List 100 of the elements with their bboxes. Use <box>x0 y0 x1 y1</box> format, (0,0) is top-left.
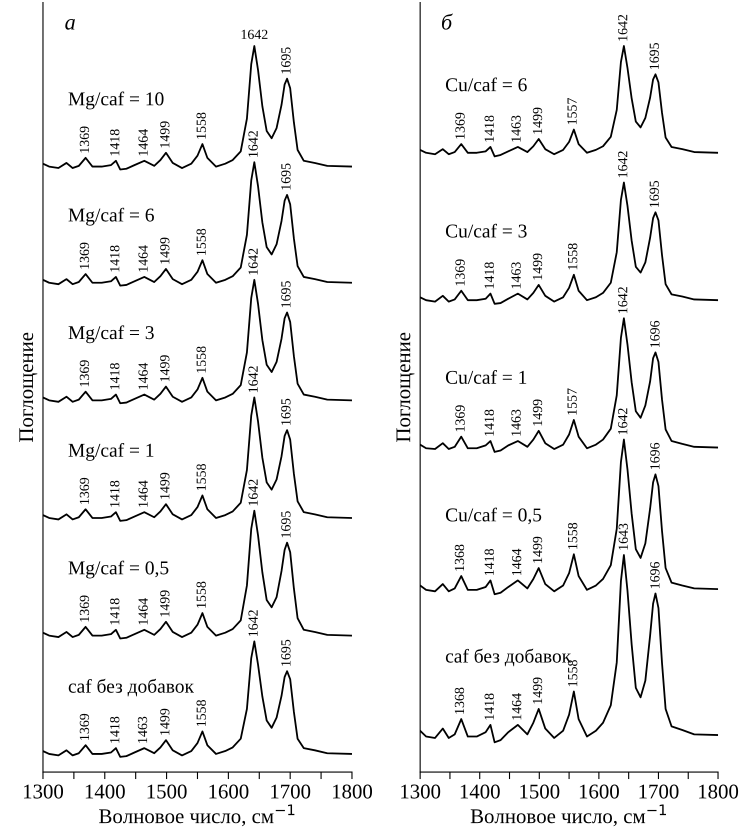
annotation: 1642 <box>248 366 258 392</box>
annotation: 1418 <box>484 410 494 436</box>
annotation: 1643 <box>618 524 628 550</box>
annotation: 1418 <box>110 129 120 156</box>
annotation: 1499 <box>160 708 170 735</box>
annotation: 1696 <box>650 442 660 470</box>
annotation: 1558 <box>568 243 578 270</box>
annotation: 1499 <box>160 590 170 616</box>
annotation: 1499 <box>160 472 170 499</box>
annotation: 1558 <box>196 112 206 139</box>
annotation: 1558 <box>196 346 206 372</box>
x-tick-label: 1300 <box>24 784 64 799</box>
annotation: 1418 <box>484 116 494 142</box>
annotation: 1463 <box>511 116 521 142</box>
annotation: 1369 <box>80 126 90 152</box>
annotation: 1464 <box>138 129 148 156</box>
annotation: 1695 <box>650 42 659 69</box>
annotation: 1418 <box>484 693 494 720</box>
text: Cu/caf = 3 <box>446 224 527 238</box>
annotation: 1418 <box>110 246 120 272</box>
annotation: 1369 <box>455 112 465 139</box>
annotation: 1557 <box>567 98 577 124</box>
series-label: caf без добавок <box>68 678 194 696</box>
annotation: 1696 <box>650 562 660 588</box>
annotation: 1642 <box>242 30 268 40</box>
annotation: 1418 <box>110 598 120 624</box>
annotation: 1418 <box>484 549 494 576</box>
x-tick-label: 1500 <box>520 784 560 799</box>
annotation: 1464 <box>138 480 148 507</box>
text: Mg/caf = 6 <box>68 208 154 226</box>
text: Cu/caf = 0,5 <box>446 508 542 524</box>
annotation: 1464 <box>138 245 148 272</box>
annotation: 1418 <box>110 716 120 743</box>
annotation: 1463 <box>511 262 521 288</box>
annotation: 1369 <box>80 596 90 622</box>
annotation: 1558 <box>196 228 206 255</box>
annotation: 1695 <box>650 180 659 207</box>
annotation: 1499 <box>160 121 170 148</box>
annotation: 1696 <box>650 320 660 348</box>
text: Cu/caf = 6 <box>446 77 527 92</box>
annotation: 1499 <box>532 254 542 280</box>
annotation: 1695 <box>281 281 291 308</box>
annotation: 1369 <box>455 259 465 286</box>
annotation: 1368 <box>454 544 464 571</box>
annotation: 1499 <box>532 108 542 134</box>
x-tick-label: 1400 <box>460 784 500 799</box>
y-axis-title: Поглощение <box>19 332 38 442</box>
annotation: 1642 <box>618 287 628 313</box>
annotation: 1695 <box>281 163 291 190</box>
annotation: 1642 <box>618 14 628 41</box>
annotation: 1369 <box>80 478 90 504</box>
annotation: 1464 <box>138 362 148 390</box>
annotation: 1464 <box>138 598 148 624</box>
x-tick-label: 1800 <box>699 784 738 799</box>
annotation: 1558 <box>568 522 578 549</box>
annotation: 1369 <box>455 405 465 432</box>
x-tick-label: 1800 <box>332 784 372 799</box>
annotation: 1557 <box>567 388 577 415</box>
annotation: 1418 <box>110 363 120 390</box>
annotation: 1418 <box>110 480 120 507</box>
annotation: 1558 <box>196 700 206 726</box>
text: Mg/caf = 0,5 <box>68 560 168 578</box>
chart-title: а <box>65 19 75 30</box>
annotation: 1695 <box>281 47 291 74</box>
x-tick-label: 1600 <box>209 784 248 799</box>
text: Mg/caf = 3 <box>68 325 154 344</box>
annotation: 1695 <box>281 398 291 425</box>
annotation: 1642 <box>248 248 258 274</box>
annotation: 1695 <box>281 511 291 538</box>
annotation: 1369 <box>80 242 90 269</box>
annotation: 1558 <box>196 464 206 490</box>
annotation: 1642 <box>618 408 628 434</box>
annotation: 1499 <box>160 355 170 382</box>
x-tick-label: 1600 <box>580 784 619 799</box>
annotation: 1642 <box>248 610 258 636</box>
x-axis-title: Волновое число, см$^{−1}$ <box>470 804 666 826</box>
text: Cu/caf = 1 <box>446 370 526 384</box>
annotation: 1642 <box>618 151 628 178</box>
annotation: 1499 <box>532 678 542 704</box>
text: Mg/caf = 1 <box>68 442 154 461</box>
annotation: 1369 <box>80 360 90 386</box>
annotation: 1499 <box>160 238 170 264</box>
annotation: 1464 <box>512 693 522 720</box>
x-tick-label: 1500 <box>148 784 187 799</box>
annotation: 1418 <box>484 262 494 288</box>
y-axis-title: Поглощение <box>396 332 414 442</box>
annotation: 1463 <box>511 410 521 436</box>
x-axis-title: Волновое число, см$^{−1}$ <box>99 804 294 826</box>
text: Mg/caf = 10 <box>68 92 164 110</box>
x-tick-label: 1700 <box>639 784 678 799</box>
annotation: 1499 <box>532 536 542 563</box>
annotation: 1368 <box>454 688 464 714</box>
annotation: 1642 <box>248 131 258 157</box>
annotation: 1463 <box>138 716 148 743</box>
x-tick-label: 1300 <box>401 784 440 799</box>
annotation: 1464 <box>512 548 522 576</box>
annotation: 1369 <box>80 714 90 740</box>
annotation: 1695 <box>281 640 291 666</box>
x-tick-label: 1400 <box>86 784 125 799</box>
annotation: 1642 <box>248 480 258 506</box>
